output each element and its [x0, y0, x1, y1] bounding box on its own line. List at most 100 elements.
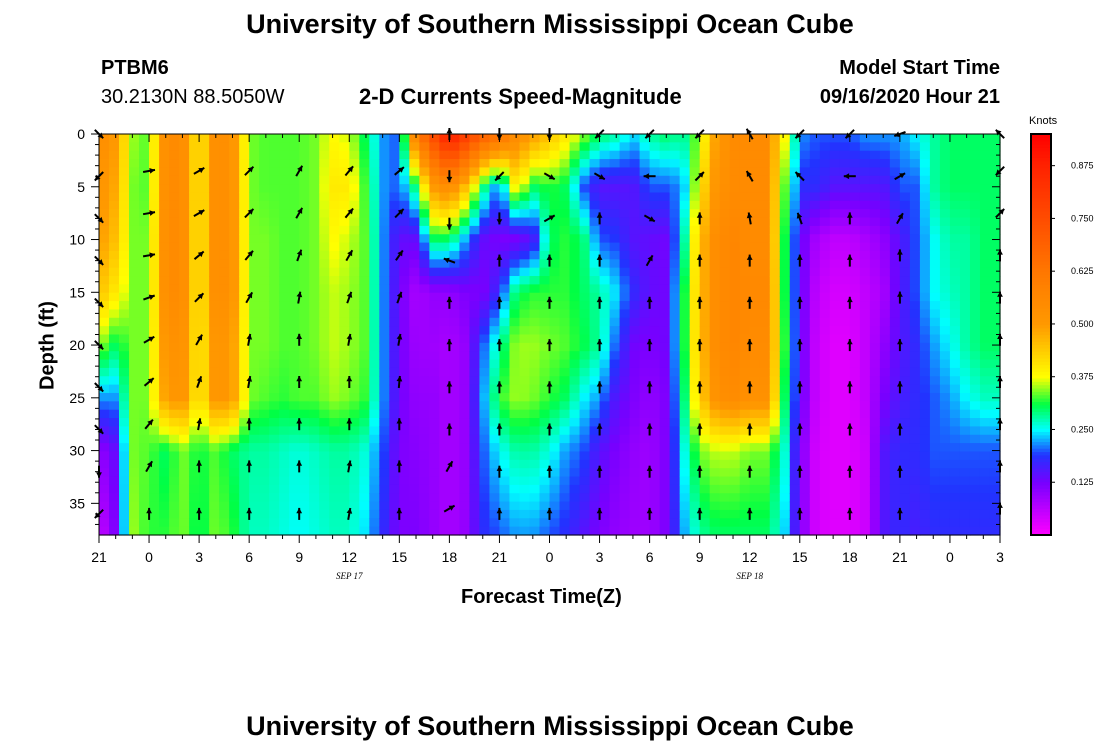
heatmap-cell	[329, 334, 340, 344]
heatmap-cell	[149, 443, 160, 453]
heatmap-cell	[559, 225, 571, 235]
heatmap-cell	[669, 409, 681, 419]
heatmap-cell	[229, 401, 240, 411]
heatmap-cell	[599, 359, 611, 369]
heatmap-cell	[709, 493, 721, 503]
heatmap-cell	[159, 518, 170, 528]
heatmap-cell	[379, 259, 390, 269]
heatmap-cell	[279, 192, 290, 202]
heatmap-cell	[369, 476, 380, 486]
heatmap-cell	[919, 150, 931, 160]
heatmap-cell	[789, 426, 801, 436]
colorbar-segment	[1031, 170, 1051, 175]
heatmap-cell	[989, 159, 1001, 169]
heatmap-cell	[239, 451, 250, 461]
heatmap-cell	[519, 192, 531, 202]
heatmap-cell	[399, 301, 410, 311]
heatmap-cell	[99, 418, 110, 427]
heatmap-cell	[209, 225, 220, 235]
heatmap-cell	[489, 367, 501, 377]
heatmap-cell	[359, 192, 370, 202]
heatmap-cell	[539, 159, 551, 169]
heatmap-cell	[459, 200, 471, 210]
heatmap-cell	[209, 192, 220, 202]
heatmap-cell	[219, 526, 230, 536]
heatmap-cell	[969, 259, 981, 269]
heatmap-cell	[309, 468, 320, 478]
heatmap-cell	[189, 367, 200, 377]
heatmap-cell	[229, 292, 240, 302]
colorbar-segment	[1031, 371, 1051, 376]
speed-heatmap	[99, 134, 1001, 536]
heatmap-cell	[919, 267, 931, 277]
heatmap-cell	[579, 526, 591, 536]
heatmap-cell	[349, 409, 360, 419]
heatmap-cell	[299, 367, 310, 377]
heatmap-cell	[319, 234, 330, 244]
heatmap-cell	[709, 326, 721, 336]
heatmap-cell	[829, 484, 841, 494]
heatmap-cell	[289, 217, 300, 227]
heatmap-cell	[109, 276, 120, 285]
heatmap-cell	[299, 451, 310, 461]
heatmap-cell	[189, 459, 200, 469]
heatmap-cell	[959, 326, 971, 336]
y-axis-title: Depth (ft)	[36, 301, 59, 390]
heatmap-cell	[799, 526, 811, 536]
heatmap-cell	[539, 418, 551, 427]
heatmap-cell	[889, 317, 901, 327]
heatmap-cell	[799, 167, 811, 177]
heatmap-cell	[839, 209, 851, 219]
heatmap-cell	[919, 309, 931, 319]
colorbar-segment	[1031, 377, 1051, 382]
heatmap-cell	[269, 409, 280, 419]
heatmap-cell	[199, 509, 210, 519]
current-arrow	[244, 250, 254, 261]
heatmap-cell	[669, 242, 681, 252]
heatmap-cell	[299, 392, 310, 402]
heatmap-cell	[639, 292, 651, 302]
colorbar-segment	[1031, 381, 1051, 386]
heatmap-cell	[599, 259, 611, 269]
heatmap-cell	[539, 367, 551, 377]
heatmap-cell	[349, 134, 360, 143]
heatmap-cell	[609, 509, 621, 519]
heatmap-cell	[499, 451, 511, 461]
heatmap-cell	[699, 509, 711, 519]
heatmap-cell	[809, 134, 821, 143]
heatmap-cell	[679, 234, 691, 244]
heatmap-cell	[99, 142, 110, 152]
colorbar-segment	[1031, 247, 1051, 252]
heatmap-cell	[269, 292, 280, 302]
heatmap-cell	[719, 259, 731, 269]
heatmap-cell	[219, 476, 230, 486]
heatmap-cell	[879, 518, 891, 528]
heatmap-cell	[249, 367, 260, 377]
heatmap-cell	[529, 167, 541, 177]
heatmap-cell	[279, 326, 290, 336]
heatmap-cell	[759, 225, 771, 235]
heatmap-cell	[599, 443, 611, 453]
heatmap-cell	[799, 459, 811, 469]
current-arrow	[746, 507, 753, 520]
current-arrow	[696, 465, 703, 478]
heatmap-cell	[329, 234, 340, 244]
heatmap-cell	[949, 409, 961, 419]
heatmap-cell	[829, 159, 841, 169]
heatmap-cell	[789, 367, 801, 377]
heatmap-cell	[619, 392, 631, 402]
heatmap-cell	[989, 242, 1001, 252]
heatmap-cell	[839, 167, 851, 177]
current-arrow	[596, 212, 603, 225]
x-tick-label: 0	[145, 549, 153, 565]
heatmap-cell	[909, 184, 921, 194]
heatmap-cell	[559, 309, 571, 319]
heatmap-cell	[729, 134, 741, 143]
heatmap-cell	[499, 484, 511, 494]
heatmap-cell	[459, 317, 471, 327]
heatmap-cell	[659, 134, 671, 143]
heatmap-cell	[749, 384, 761, 394]
heatmap-cell	[259, 509, 270, 519]
heatmap-cell	[839, 217, 851, 227]
heatmap-cell	[149, 426, 160, 436]
